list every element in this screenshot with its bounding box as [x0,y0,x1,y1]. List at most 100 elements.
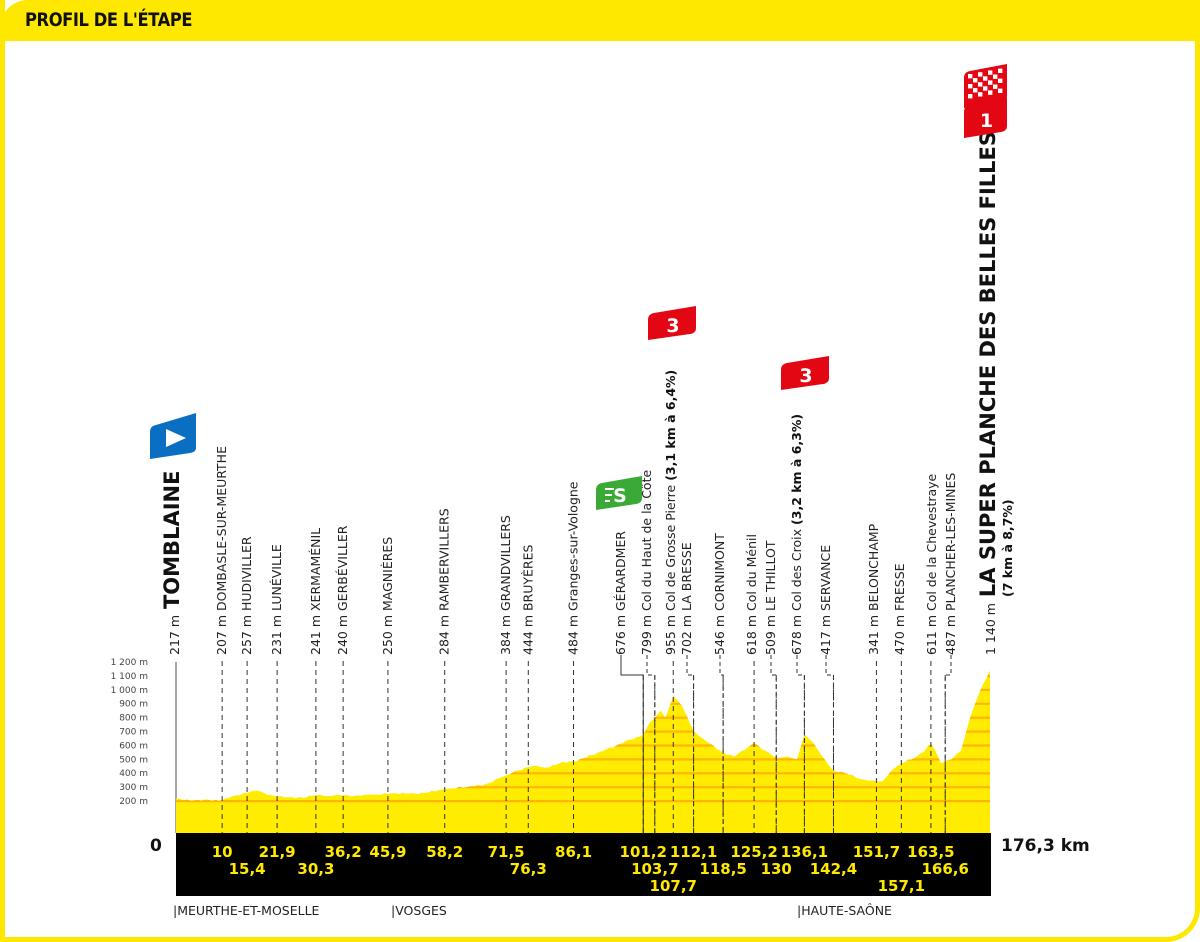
km-marker: 130 [761,860,792,878]
svg-text:417 m SERVANCE: 417 m SERVANCE [818,545,833,655]
waypoint-label: 509 m LE THILLOT [763,540,778,655]
svg-text:217 m TOMBLAINE: 217 m TOMBLAINE [160,471,184,655]
start-label: 217 m TOMBLAINE [160,471,184,655]
waypoint-label: 487 m PLANCHER-LES-MINES [943,473,958,655]
svg-text:678 m Col des Croix(3,2 km à 6: 678 m Col des Croix(3,2 km à 6,3%) [789,414,804,655]
km-marker: 136,1 [781,843,828,861]
svg-text:799 m Col du Haut de la Côte: 799 m Col du Haut de la Côte [639,470,654,655]
svg-text:240 m GERBÉVILLER: 240 m GERBÉVILLER [335,525,350,655]
svg-text:702 m LA BRESSE: 702 m LA BRESSE [679,542,694,655]
waypoint-label: 207 m DOMBASLE-SUR-MEURTHE [214,446,229,655]
svg-text:1: 1 [980,110,993,132]
waypoint-label: 341 m BELONCHAMP [866,523,881,655]
km-marker: 36,2 [325,843,362,861]
km-marker: 157,1 [878,877,925,895]
y-tick-label: 600 m [119,741,148,751]
waypoint-guides [221,655,952,833]
svg-text:250 m MAGNIÈRES: 250 m MAGNIÈRES [380,537,395,655]
km-marker: 45,9 [369,843,406,861]
km-marker: 10 [212,843,233,861]
svg-text:509 m LE THILLOT: 509 m LE THILLOT [763,540,778,655]
waypoint-label: 676 m GÉRARDMER [613,531,628,655]
km-marker: 101,2 [620,843,667,861]
km-marker: 21,9 [259,843,296,861]
elevation-area [176,670,990,833]
km-marker: 125,2 [730,843,777,861]
climb-category-1-icon: 1 [964,98,1007,138]
km-marker: 151,7 [853,843,900,861]
km-marker: 71,5 [488,843,525,861]
finish-label: 1 140 m LA SUPER PLANCHE DES BELLES FILL… [976,131,1015,655]
waypoint-label: 955 m Col de Grosse Pierre(3,1 km à 6,4%… [663,370,678,655]
region-label: |VOSGES [391,903,447,918]
start-flag-icon [150,413,196,459]
svg-text:676 m GÉRARDMER: 676 m GÉRARDMER [613,531,628,655]
svg-text:1 140 m LA SUPER PLANCHE DES B: 1 140 m LA SUPER PLANCHE DES BELLES FILL… [976,131,1000,655]
region-label: |MEURTHE-ET-MOSELLE [173,903,320,918]
svg-text:3: 3 [799,365,812,387]
y-tick-label: 300 m [119,783,148,793]
svg-text:955 m Col de Grosse Pierre(3,1: 955 m Col de Grosse Pierre(3,1 km à 6,4%… [663,370,678,655]
svg-text:444 m BRUYÈRES: 444 m BRUYÈRES [520,544,535,655]
waypoint-label: 250 m MAGNIÈRES [380,537,395,655]
region-labels: |MEURTHE-ET-MOSELLE |VOSGES |HAUTE-SAÔNE [173,903,892,918]
km-start-label: 0 [150,836,162,856]
svg-text:470 m FRESSE: 470 m FRESSE [892,563,907,655]
sprint-icon: S [596,476,642,510]
km-marker: 103,7 [631,860,678,878]
km-marker: 107,7 [650,877,697,895]
page-title: PROFIL DE L'ÉTAPE [25,9,193,31]
svg-text:231 m LUNÉVILLE: 231 m LUNÉVILLE [269,544,284,655]
km-marker: 118,5 [699,860,746,878]
km-bar [176,833,991,896]
y-tick-label: 400 m [119,769,148,779]
y-tick-label: 1 200 m [111,658,148,668]
waypoint-label: 284 m RAMBERVILLERS [437,508,452,655]
category-icons: S 3 3 1 [150,64,1007,510]
svg-text:S: S [613,485,627,507]
svg-text:284 m RAMBERVILLERS: 284 m RAMBERVILLERS [437,508,452,655]
waypoint-label: 444 m BRUYÈRES [520,544,535,655]
finish-climb-detail: (7 km à 8,7%) [1000,499,1015,597]
y-tick-label: 1 000 m [111,686,148,696]
finish-checkered-flag-icon [964,64,1007,108]
km-marker: 163,5 [907,843,954,861]
waypoint-label: 618 m Col du Ménil [744,534,759,655]
svg-text:3: 3 [666,315,679,337]
km-marker: 76,3 [510,860,547,878]
svg-text:241 m XERMAMÉNIL: 241 m XERMAMÉNIL [308,528,323,655]
km-marker: 15,4 [229,860,266,878]
waypoint-label: 241 m XERMAMÉNIL [308,528,323,655]
svg-text:611 m Col de la Chevestraye: 611 m Col de la Chevestraye [924,473,939,655]
climb-category-3-icon: 3 [781,356,829,390]
y-tick-label: 500 m [119,755,148,765]
svg-text:484 m Granges-sur-Vologne: 484 m Granges-sur-Vologne [566,481,581,655]
waypoint-label: 240 m GERBÉVILLER [335,525,350,655]
y-tick-label: 700 m [119,728,148,738]
y-tick-label: 1 100 m [111,672,148,682]
svg-text:618 m Col du Ménil: 618 m Col du Ménil [744,534,759,655]
climb-category-3-icon: 3 [648,306,696,340]
km-end-label: 176,3 km [1001,836,1090,856]
km-marker: 166,6 [921,860,968,878]
waypoint-label: 611 m Col de la Chevestraye [924,473,939,655]
waypoint-label: 546 m CORNIMONT [712,533,727,655]
svg-text:257 m HUDIVILLER: 257 m HUDIVILLER [239,536,254,655]
waypoint-label: 470 m FRESSE [892,563,907,655]
km-marker: 58,2 [426,843,463,861]
km-marker: 86,1 [555,843,592,861]
svg-text:546 m CORNIMONT: 546 m CORNIMONT [712,533,727,655]
waypoint-labels: 207 m DOMBASLE-SUR-MEURTHE 257 m HUDIVILL… [160,131,1015,655]
svg-text:207 m DOMBASLE-SUR-MEURTHE: 207 m DOMBASLE-SUR-MEURTHE [214,446,229,655]
header-bar: PROFIL DE L'ÉTAPE [0,0,1200,41]
svg-text:384 m GRANDVILLERS: 384 m GRANDVILLERS [498,515,513,655]
waypoint-label: 702 m LA BRESSE [679,542,694,655]
waypoint-label: 678 m Col des Croix(3,2 km à 6,3%) [789,414,804,655]
y-tick-label: 800 m [119,714,148,724]
y-tick-label: 200 m [119,797,148,807]
svg-text:487 m PLANCHER-LES-MINES: 487 m PLANCHER-LES-MINES [943,473,958,655]
km-marker: 30,3 [297,860,334,878]
